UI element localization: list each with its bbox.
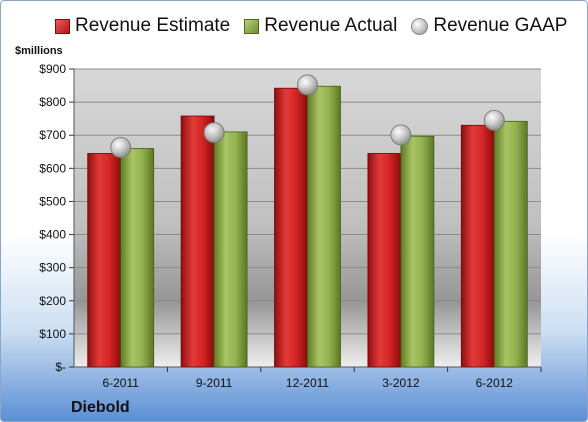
bar-actual [400,135,435,368]
y-tick-label: $800 [39,95,66,109]
bar-actual [307,85,341,368]
y-tick-label: $- [55,360,66,374]
legend-swatch-estimate [55,18,70,34]
point-gaap [110,136,132,158]
y-axis-unit-label: $millions [15,45,63,57]
x-tick-label: 9-2011 [196,376,233,390]
legend-swatch-actual [244,18,260,34]
legend-label-gaap: Revenue GAAP [433,15,568,36]
x-tick-label: 6-2012 [476,376,514,390]
y-tick-label: $700 [39,128,66,142]
y-tick-label: $300 [39,261,66,275]
x-tick-label: 6-2011 [102,376,139,390]
bar-estimate [87,153,122,368]
point-gaap [390,124,412,146]
y-tick-label: $500 [39,194,66,208]
legend-swatch-gaap [411,17,429,35]
legend-item-actual: Revenue Actual [244,15,397,37]
bar-estimate [180,115,215,368]
point-gaap [483,109,505,131]
bar-estimate [367,153,402,368]
bar-actual [493,120,528,368]
bar-estimate [274,87,308,368]
legend-label-estimate: Revenue Estimate [75,15,231,36]
x-tick-label: 12-2011 [286,376,329,390]
bar-actual [213,131,248,368]
y-tick-label: $400 [39,228,66,242]
y-tick-label: $600 [39,161,66,175]
legend-item-gaap: Revenue GAAP [411,15,567,37]
point-gaap [297,74,318,96]
legend: Revenue Estimate Revenue Actual Revenue … [55,15,581,37]
y-tick-label: $200 [39,294,66,308]
legend-label-actual: Revenue Actual [264,15,398,36]
company-name: Diebold [71,399,130,416]
x-tick-label: 3-2012 [382,376,420,390]
point-gaap [203,122,225,144]
bar-estimate [460,124,495,368]
bar-actual [120,148,155,368]
y-tick-label: $100 [39,327,66,341]
y-tick-label: $900 [39,62,66,76]
legend-item-estimate: Revenue Estimate [55,15,230,37]
